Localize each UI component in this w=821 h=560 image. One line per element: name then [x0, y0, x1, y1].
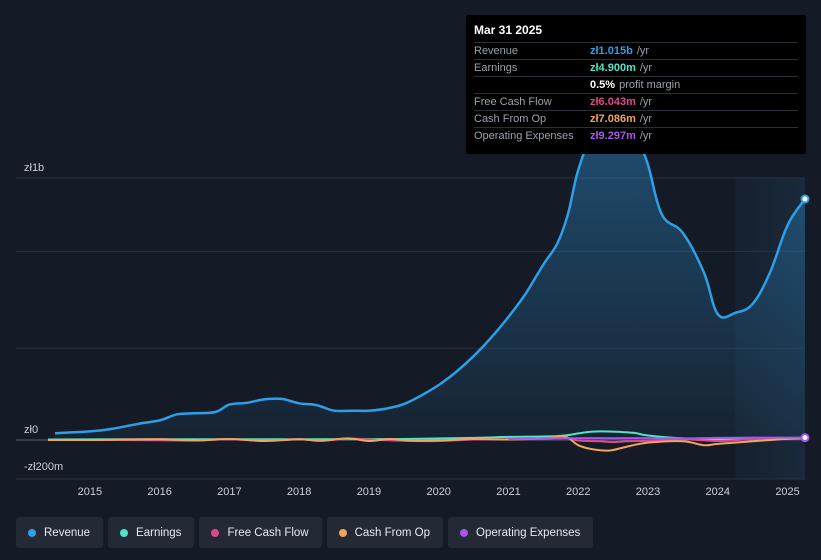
legend-dot-icon — [120, 528, 129, 537]
x-tick-label: 2015 — [78, 486, 102, 498]
x-tick-label: 2017 — [217, 486, 241, 498]
y-axis-label: -zł200m — [24, 461, 63, 473]
tooltip-unit: /yr — [639, 96, 653, 108]
revenue-line — [54, 124, 807, 435]
legend-dot-icon — [338, 528, 347, 537]
legend-label: Cash From Op — [354, 526, 431, 539]
x-tick-label: 2024 — [706, 486, 730, 498]
tooltip-unit: profit margin — [619, 79, 681, 91]
x-tick-label: 2016 — [147, 486, 171, 498]
tooltip-unit: /yr — [639, 113, 653, 125]
legend-item-revenue[interactable]: Revenue — [16, 517, 104, 548]
tooltip-value: zł4.900m — [590, 62, 636, 74]
legend-label: Operating Expenses — [476, 526, 581, 539]
legend: Revenue Earnings Free Cash Flow Cash From O… — [16, 517, 594, 548]
operating-expenses-end-marker[interactable] — [800, 433, 810, 443]
tooltip-value: zł9.297m — [590, 130, 636, 142]
tooltip-row: Operating Expenses zł9.297m/yr — [474, 127, 798, 144]
x-tick-label: 2018 — [287, 486, 311, 498]
y-axis-label: zł1b — [24, 162, 44, 174]
tooltip-label — [474, 77, 590, 93]
tooltip-label: Operating Expenses — [474, 130, 574, 142]
tooltip-label: Earnings — [474, 62, 518, 74]
cash-from-op-line — [47, 435, 806, 452]
x-tick-label: 2025 — [775, 486, 799, 498]
tooltip-unit: /yr — [639, 130, 653, 142]
x-tick-label: 2019 — [357, 486, 381, 498]
x-tick-label: 2022 — [566, 486, 590, 498]
tooltip-date: Mar 31 2025 — [474, 23, 543, 37]
tooltip-row: Free Cash Flow zł6.043m/yr — [474, 93, 798, 110]
tooltip-value: zł1.015b — [590, 45, 633, 57]
y-axis-label: zł0 — [24, 424, 38, 436]
tooltip-row: Cash From Op zł7.086m/yr — [474, 110, 798, 127]
x-axis-ticks: 2015 2016 2017 2018 2019 2020 2021 2022 2023 2024… — [78, 486, 800, 498]
tooltip-unit: /yr — [639, 62, 653, 74]
y-axis-labels: zł1b zł0 -zł200m — [24, 162, 63, 473]
tooltip-row: Revenue zł1.015b/yr — [474, 42, 798, 59]
legend-item-free-cash-flow[interactable]: Free Cash Flow — [199, 517, 322, 548]
x-tick-label: 2021 — [496, 486, 520, 498]
operating-expenses-line — [508, 436, 805, 440]
legend-label: Free Cash Flow — [227, 526, 309, 539]
tooltip-label: Cash From Op — [474, 113, 547, 125]
legend-item-earnings[interactable]: Earnings — [108, 517, 195, 548]
tooltip-row: 0.5% profit margin — [474, 76, 798, 93]
legend-label: Revenue — [44, 526, 91, 539]
legend-dot-icon — [28, 528, 36, 537]
x-tick-label: 2023 — [636, 486, 660, 498]
legend-dot-icon — [211, 528, 220, 537]
tooltip-row: Earnings zł4.900m/yr — [474, 59, 798, 76]
x-tick-label: 2020 — [426, 486, 450, 498]
legend-item-operating-expenses[interactable]: Operating Expenses — [448, 517, 594, 548]
revenue-area — [54, 125, 806, 440]
tooltip-unit: /yr — [636, 45, 650, 57]
chart-plot: 2015 2016 2017 2018 2019 2020 2021 2022 2023 2024… — [16, 124, 810, 498]
tooltip-value: zł7.086m — [590, 113, 636, 125]
tooltip-value: zł6.043m — [590, 96, 636, 108]
tooltip-panel: Mar 31 2025 Revenue zł1.015b/yr Earnings zł… — [466, 15, 806, 154]
tooltip-label: Revenue — [474, 45, 519, 57]
legend-label: Earnings — [136, 526, 182, 539]
revenue-end-marker[interactable] — [800, 194, 810, 204]
legend-dot-icon — [460, 528, 469, 537]
tooltip-value: 0.5% — [590, 79, 616, 91]
legend-item-cash-from-op[interactable]: Cash From Op — [326, 517, 444, 548]
tooltip-label: Free Cash Flow — [474, 96, 552, 108]
series-lines — [47, 124, 810, 452]
